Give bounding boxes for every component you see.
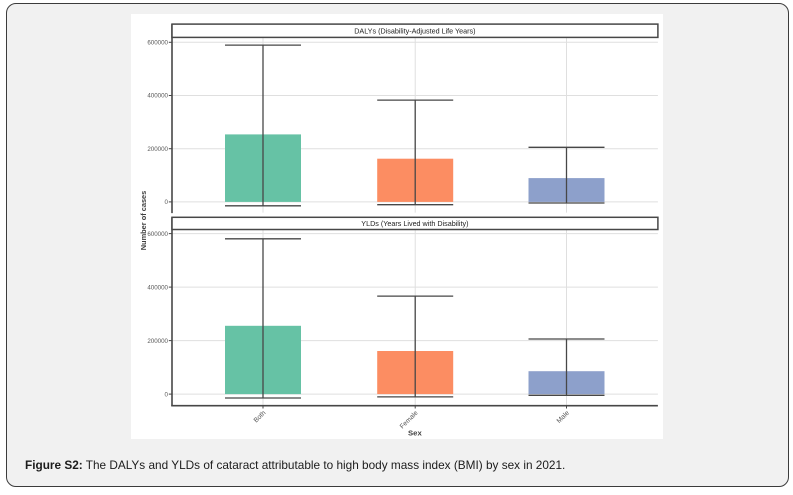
svg-text:0: 0 [165,199,169,206]
svg-text:YLDs (Years Lived with Disabil: YLDs (Years Lived with Disability) [361,219,468,228]
svg-text:Number of cases: Number of cases [139,191,148,251]
svg-text:Sex: Sex [408,428,422,437]
svg-text:DALYs (Disability-Adjusted Lif: DALYs (Disability-Adjusted Life Years) [354,26,475,35]
svg-text:600000: 600000 [147,40,168,47]
svg-text:400000: 400000 [147,93,168,100]
svg-text:200000: 200000 [147,146,168,153]
svg-text:600000: 600000 [147,231,168,238]
svg-text:0: 0 [165,391,169,398]
svg-text:200000: 200000 [147,338,168,345]
svg-text:400000: 400000 [147,284,168,291]
